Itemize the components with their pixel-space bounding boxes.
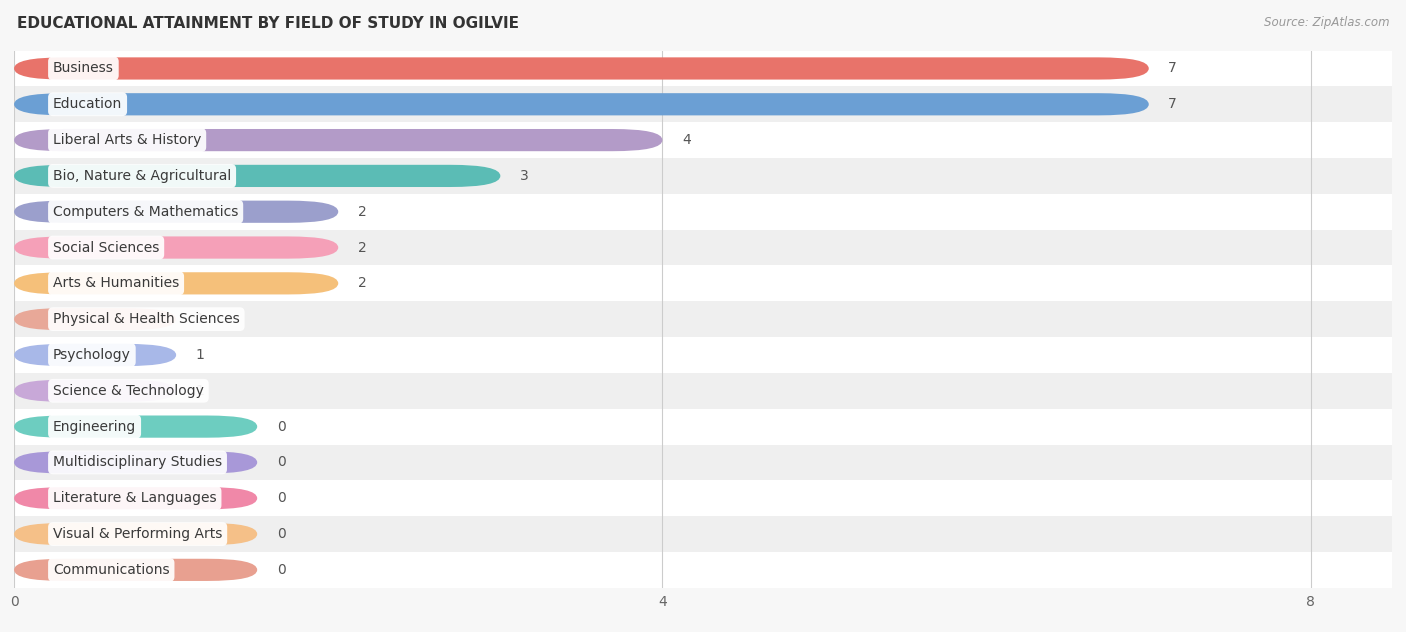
FancyBboxPatch shape <box>14 552 1392 588</box>
FancyBboxPatch shape <box>14 87 1392 122</box>
FancyBboxPatch shape <box>14 480 1392 516</box>
Text: Liberal Arts & History: Liberal Arts & History <box>53 133 201 147</box>
Text: Science & Technology: Science & Technology <box>53 384 204 398</box>
Text: 0: 0 <box>277 527 285 541</box>
FancyBboxPatch shape <box>14 415 257 438</box>
FancyBboxPatch shape <box>14 122 1392 158</box>
FancyBboxPatch shape <box>14 337 1392 373</box>
Text: Business: Business <box>53 61 114 75</box>
Text: Literature & Languages: Literature & Languages <box>53 491 217 505</box>
Text: Source: ZipAtlas.com: Source: ZipAtlas.com <box>1264 16 1389 29</box>
Text: Bio, Nature & Agricultural: Bio, Nature & Agricultural <box>53 169 231 183</box>
FancyBboxPatch shape <box>14 51 1392 87</box>
FancyBboxPatch shape <box>14 344 176 366</box>
FancyBboxPatch shape <box>14 516 1392 552</box>
Text: 2: 2 <box>357 205 367 219</box>
Text: 0: 0 <box>277 491 285 505</box>
Text: 1: 1 <box>195 348 204 362</box>
FancyBboxPatch shape <box>14 229 1392 265</box>
FancyBboxPatch shape <box>14 265 1392 301</box>
Text: Engineering: Engineering <box>53 420 136 434</box>
Text: 1: 1 <box>195 384 204 398</box>
FancyBboxPatch shape <box>14 451 257 473</box>
Text: 4: 4 <box>682 133 690 147</box>
Text: Education: Education <box>53 97 122 111</box>
Text: 7: 7 <box>1168 97 1177 111</box>
FancyBboxPatch shape <box>14 93 1149 116</box>
FancyBboxPatch shape <box>14 487 257 509</box>
Text: Communications: Communications <box>53 563 170 577</box>
Text: 0: 0 <box>277 563 285 577</box>
FancyBboxPatch shape <box>14 272 339 295</box>
Text: EDUCATIONAL ATTAINMENT BY FIELD OF STUDY IN OGILVIE: EDUCATIONAL ATTAINMENT BY FIELD OF STUDY… <box>17 16 519 31</box>
Text: Physical & Health Sciences: Physical & Health Sciences <box>53 312 239 326</box>
Text: Multidisciplinary Studies: Multidisciplinary Studies <box>53 456 222 470</box>
FancyBboxPatch shape <box>14 373 1392 409</box>
FancyBboxPatch shape <box>14 380 176 402</box>
Text: 0: 0 <box>277 420 285 434</box>
FancyBboxPatch shape <box>14 236 339 258</box>
FancyBboxPatch shape <box>14 158 1392 194</box>
FancyBboxPatch shape <box>14 301 1392 337</box>
FancyBboxPatch shape <box>14 129 662 151</box>
Text: Computers & Mathematics: Computers & Mathematics <box>53 205 239 219</box>
FancyBboxPatch shape <box>14 308 176 331</box>
Text: 2: 2 <box>357 241 367 255</box>
Text: 7: 7 <box>1168 61 1177 75</box>
Text: Visual & Performing Arts: Visual & Performing Arts <box>53 527 222 541</box>
Text: 2: 2 <box>357 276 367 290</box>
FancyBboxPatch shape <box>14 409 1392 444</box>
FancyBboxPatch shape <box>14 194 1392 229</box>
Text: 3: 3 <box>520 169 529 183</box>
Text: Social Sciences: Social Sciences <box>53 241 159 255</box>
FancyBboxPatch shape <box>14 165 501 187</box>
FancyBboxPatch shape <box>14 559 257 581</box>
Text: Psychology: Psychology <box>53 348 131 362</box>
Text: 1: 1 <box>195 312 204 326</box>
FancyBboxPatch shape <box>14 200 339 223</box>
FancyBboxPatch shape <box>14 523 257 545</box>
FancyBboxPatch shape <box>14 58 1149 80</box>
FancyBboxPatch shape <box>14 444 1392 480</box>
Text: 0: 0 <box>277 456 285 470</box>
Text: Arts & Humanities: Arts & Humanities <box>53 276 179 290</box>
